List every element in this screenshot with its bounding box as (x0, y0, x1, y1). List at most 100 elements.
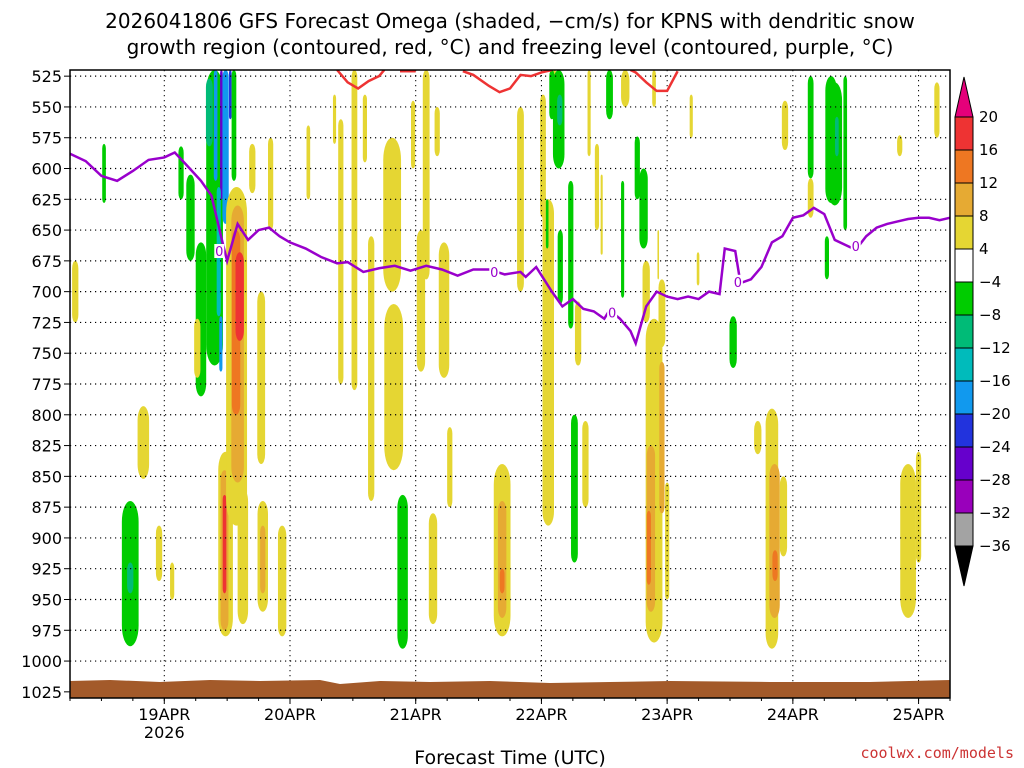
credit-link[interactable]: coolwx.com/models (860, 744, 1014, 762)
colorbar-bin (954, 413, 974, 448)
omega-patch (781, 100, 789, 151)
y-tick-label: 575 (31, 129, 62, 148)
omega-patch (606, 70, 613, 120)
y-tick-label: 1000 (21, 652, 62, 671)
omega-patch (368, 236, 375, 501)
colorbar-bin (954, 215, 974, 250)
omega-patch (277, 525, 287, 637)
omega-patch (897, 135, 903, 157)
y-tick-label: 725 (31, 313, 62, 332)
omega-patch (231, 70, 237, 181)
freezing-label-mask (214, 244, 225, 259)
colorbar-bin (954, 380, 974, 415)
omega-patch (696, 252, 700, 286)
colorbar-label: 4 (979, 240, 989, 258)
x-tick-label: 24APR (767, 705, 819, 724)
omega-shading (72, 70, 940, 649)
colorbar-bottom-arrow (954, 545, 974, 587)
omega-patch (571, 414, 578, 563)
omega-patch (397, 494, 408, 649)
colorbar-bin (954, 149, 974, 184)
colorbar: 20 16 12 8 4 −4 −8 −12 −16 −20 −24 −28 −32 −36 (954, 76, 1011, 587)
y-tick-label: 775 (31, 375, 62, 394)
y-tick-label: 550 (31, 98, 62, 117)
x-tick-label: 23APR (641, 705, 693, 724)
freezing-label-mask (607, 305, 618, 320)
omega-patch (422, 70, 430, 280)
plot-area: 0 0 0 0 0 (70, 70, 950, 698)
omega-patch (383, 137, 402, 292)
colorbar-bin (954, 479, 974, 514)
freezing-level-label: 0 (734, 276, 742, 291)
y-tick-label: 1025 (21, 683, 62, 702)
colorbar-label: −16 (979, 372, 1011, 390)
y-tick-label: 800 (31, 406, 62, 425)
omega-patch (657, 230, 660, 280)
omega-patch (689, 94, 693, 138)
freezing-level-label: 0 (608, 307, 616, 322)
x-tick-year: 2026 (144, 723, 185, 742)
y-tick-label: 700 (31, 283, 62, 302)
colorbar-label: −12 (979, 339, 1011, 357)
omega-patch (127, 562, 134, 594)
dgz-contour (629, 70, 679, 93)
colorbar-bin (954, 248, 974, 283)
omega-patch (557, 230, 563, 304)
x-tick-label: 22APR (515, 705, 567, 724)
omega-patch (384, 303, 404, 471)
colorbar-label: −36 (979, 537, 1011, 555)
omega-patch (639, 168, 648, 249)
omega-patch (542, 199, 554, 526)
omega-patch (438, 242, 450, 378)
y-tick-label: 750 (31, 344, 62, 363)
omega-patch (411, 100, 416, 169)
colorbar-label: 12 (979, 174, 998, 192)
omega-patch (621, 70, 630, 107)
omega-patch (260, 525, 266, 594)
omega-patch (447, 427, 453, 508)
freezing-label-mask (732, 274, 743, 289)
omega-patch (827, 82, 843, 206)
omega-patch (600, 174, 603, 255)
omega-patch (587, 70, 591, 157)
omega-patch (843, 76, 848, 231)
y-tick-label: 850 (31, 467, 62, 486)
omega-patch (545, 199, 549, 249)
omega-patch (220, 70, 223, 200)
omega-patch (557, 94, 563, 126)
y-tick-label: 600 (31, 160, 62, 179)
y-tick-label: 875 (31, 498, 62, 517)
omega-patch (306, 125, 311, 200)
freezing-level-labels: 0 0 0 0 0 (214, 239, 861, 322)
x-tick-label: 19APR (138, 705, 190, 724)
colorbar-bin (954, 182, 974, 217)
omega-patch (934, 82, 940, 138)
omega-patch (219, 316, 223, 372)
colorbar-label: −4 (979, 273, 1001, 291)
omega-patch (102, 143, 106, 203)
omega-patch (222, 494, 227, 594)
omega-patch (634, 136, 640, 200)
x-axis-title: Forecast Time (UTC) (414, 747, 605, 768)
colorbar-label: 16 (979, 141, 998, 159)
colorbar-bin (954, 446, 974, 481)
omega-patch (824, 236, 829, 280)
freezing-level-label: 0 (852, 240, 860, 255)
y-tick-label: 925 (31, 560, 62, 579)
omega-patch (428, 513, 438, 625)
omega-patch (900, 464, 916, 618)
omega-patch (772, 550, 778, 582)
omega-patch (497, 500, 507, 618)
x-tick-label: 20APR (264, 705, 316, 724)
omega-patch (170, 562, 175, 600)
omega-patch (228, 70, 232, 120)
omega-patch (186, 174, 195, 261)
colorbar-bin (954, 347, 974, 382)
omega-patch (235, 252, 244, 341)
y-tick-label: 975 (31, 621, 62, 640)
omega-patch (257, 291, 266, 465)
y-tick-label: 825 (31, 437, 62, 456)
terrain-ground (70, 680, 950, 698)
y-tick-label: 625 (31, 190, 62, 209)
